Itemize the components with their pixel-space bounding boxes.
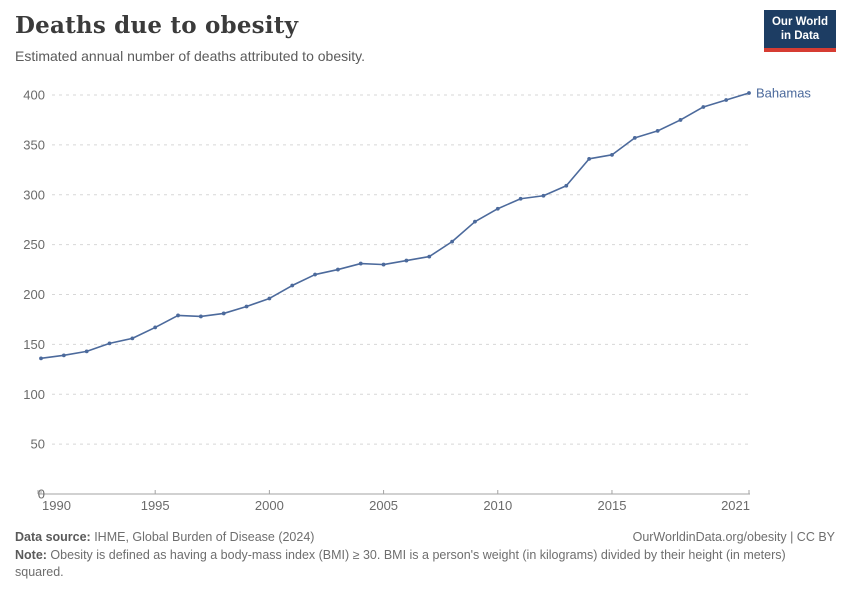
chart-subtitle: Estimated annual number of deaths attrib… [15,48,365,64]
chart-footer: Data source: IHME, Global Burden of Dise… [15,530,835,581]
data-point[interactable] [747,91,751,95]
y-tick-label: 200 [23,287,45,302]
series-label: Bahamas [756,86,811,101]
x-tick-label: 1990 [42,498,71,513]
owid-logo[interactable]: Our World in Data [764,10,836,52]
data-point[interactable] [404,258,409,263]
y-tick-label: 400 [23,88,45,103]
data-source-value: IHME, Global Burden of Disease (2024) [90,530,315,544]
data-point[interactable] [176,313,180,318]
data-point[interactable] [655,129,660,133]
note-value: Obesity is defined as having a body-mass… [15,548,786,579]
x-tick-label: 2010 [483,498,512,513]
data-point[interactable] [518,196,523,201]
x-tick-label: 1995 [141,498,170,513]
page-title: Deaths due to obesity [15,12,299,39]
data-point[interactable] [153,325,158,330]
data-point[interactable] [244,304,249,309]
x-tick-label: 2005 [369,498,398,513]
data-point[interactable] [198,314,203,319]
data-point[interactable] [701,105,706,109]
data-point[interactable] [358,261,363,266]
data-point[interactable] [427,254,432,259]
data-point[interactable] [130,336,135,341]
data-point[interactable] [290,283,295,288]
data-point[interactable] [632,135,637,140]
data-point[interactable] [564,183,569,188]
x-tick-label: 2000 [255,498,284,513]
y-tick-label: 300 [23,187,45,202]
data-point[interactable] [610,152,614,157]
data-point[interactable] [39,356,43,361]
x-tick-label: 2021 [721,498,750,513]
data-point[interactable] [336,267,340,272]
data-point[interactable] [473,219,477,224]
data-point[interactable] [450,239,454,244]
data-point[interactable] [678,118,683,122]
data-point[interactable] [724,98,729,102]
data-point[interactable] [61,353,66,358]
license-link[interactable]: OurWorldinData.org/obesity | CC BY [632,530,835,544]
y-tick-label: 100 [23,387,45,402]
x-tick-label: 2015 [598,498,627,513]
data-point[interactable] [495,206,500,211]
data-point[interactable] [107,341,112,346]
note-label: Note: [15,548,47,562]
y-tick-label: 350 [23,137,45,152]
data-line[interactable] [40,92,750,360]
logo-line1: Our World [771,16,828,28]
data-point[interactable] [267,296,272,301]
data-point[interactable] [587,156,592,161]
y-tick-label: 150 [23,337,45,352]
data-source-label: Data source: [15,530,91,544]
y-tick-label: 50 [31,437,45,452]
data-point[interactable] [221,311,226,316]
y-tick-label: 250 [23,237,45,252]
data-point[interactable] [541,193,546,198]
data-point[interactable] [84,349,89,354]
note-text: Note: Obesity is defined as having a bod… [15,547,835,581]
chart-header: Deaths due to obesity Estimated annual n… [15,12,715,64]
logo-line2: in Data [780,30,820,43]
data-point[interactable] [313,272,317,277]
data-point[interactable] [381,262,386,267]
data-source-text: Data source: IHME, Global Burden of Dise… [15,530,314,544]
